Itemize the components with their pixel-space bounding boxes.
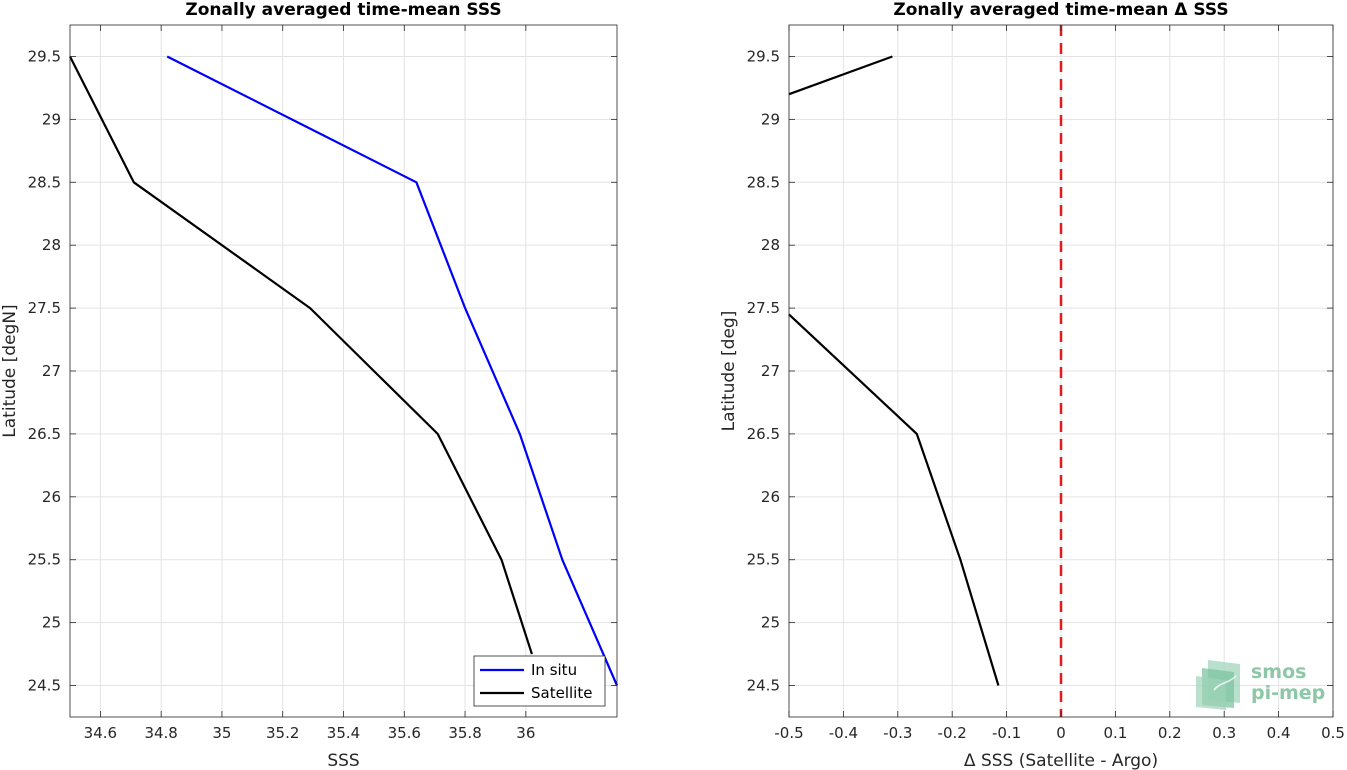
legend-box <box>473 655 606 707</box>
x-tick-label: 36 <box>516 724 535 742</box>
x-tick-label: 35.2 <box>266 724 299 742</box>
logo-text-pi-mep: pi-mep <box>1251 682 1325 704</box>
x-tick-label: -0.5 <box>774 724 803 742</box>
x-tick-label: 0.1 <box>1103 724 1127 742</box>
y-tick-label: 27 <box>761 362 780 380</box>
y-tick-label: 29 <box>761 110 780 128</box>
delta-sss-chart: -0.5 -0.4 -0.3 -0.2 -0.1 0 0.1 0.2 0.3 0.4 0.5 24.5… <box>719 0 1345 770</box>
x-tick-label: 34.6 <box>84 724 117 742</box>
chart-title: Zonally averaged time-mean Δ SSS <box>893 0 1228 20</box>
y-tick-label: 26 <box>42 488 61 506</box>
x-tick-label: 35.8 <box>448 724 481 742</box>
smos-pi-mep-logo: smos pi-mep <box>1196 660 1325 710</box>
y-tick-label: 26.5 <box>28 425 61 443</box>
legend-label: In situ <box>531 661 577 679</box>
y-tick-label: 25.5 <box>747 551 780 569</box>
x-tick-label: 35 <box>212 724 231 742</box>
y-axis-label: Latitude [degN] <box>0 304 20 437</box>
series-line-1 <box>788 313 1000 686</box>
logo-mark-icon <box>1196 660 1240 710</box>
y-tick-label: 26 <box>761 488 780 506</box>
y-tick-label: 28 <box>761 236 780 254</box>
logo-text-smos: smos <box>1251 661 1306 683</box>
y-tick-label: 25.5 <box>28 551 61 569</box>
x-axis-label: SSS <box>327 751 359 770</box>
x-tick-label: 35.4 <box>327 724 360 742</box>
chart-title: Zonally averaged time-mean SSS <box>185 0 501 20</box>
y-tick-label: 24.5 <box>747 677 780 695</box>
legend-label: Satellite <box>531 684 592 702</box>
x-tick-label: 0.4 <box>1267 724 1291 742</box>
x-tick-label: 35.6 <box>388 724 421 742</box>
y-tick-label: 25 <box>42 614 61 632</box>
y-tick-label: 29.5 <box>747 47 780 65</box>
x-tick-label: -0.1 <box>992 724 1021 742</box>
y-tick-label: 24.5 <box>28 677 61 695</box>
x-tick-label: 0.3 <box>1212 724 1236 742</box>
x-tick-label: 0 <box>1056 724 1066 742</box>
series-line-0 <box>788 55 893 96</box>
x-tick-label: 0.2 <box>1158 724 1182 742</box>
series-line-satellite <box>69 56 533 655</box>
y-axis-label: Latitude [deg] <box>719 311 739 432</box>
x-tick-label: 0.5 <box>1321 724 1345 742</box>
y-tick-label: 29 <box>42 110 61 128</box>
y-tick-label: 28 <box>42 236 61 254</box>
y-tick-label: 26.5 <box>747 425 780 443</box>
x-tick-label: -0.2 <box>938 724 967 742</box>
y-tick-label: 25 <box>761 614 780 632</box>
y-tick-label: 27 <box>42 362 61 380</box>
x-tick-label: -0.3 <box>883 724 912 742</box>
y-tick-label: 29.5 <box>28 47 61 65</box>
y-tick-label: 28.5 <box>747 173 780 191</box>
y-tick-label: 28.5 <box>28 173 61 191</box>
x-axis-label: Δ SSS (Satellite - Argo) <box>964 751 1158 770</box>
y-tick-label: 27.5 <box>747 299 780 317</box>
series-line-in-situ <box>166 55 619 686</box>
x-tick-label: -0.4 <box>829 724 858 742</box>
x-tick-label: 34.8 <box>144 724 177 742</box>
sss-chart: 34.6 34.8 35 35.2 35.4 35.6 35.8 36 24.5 25 25.5 26… <box>0 0 619 770</box>
y-tick-label: 27.5 <box>28 299 61 317</box>
legend: In situ Satellite <box>473 655 606 707</box>
